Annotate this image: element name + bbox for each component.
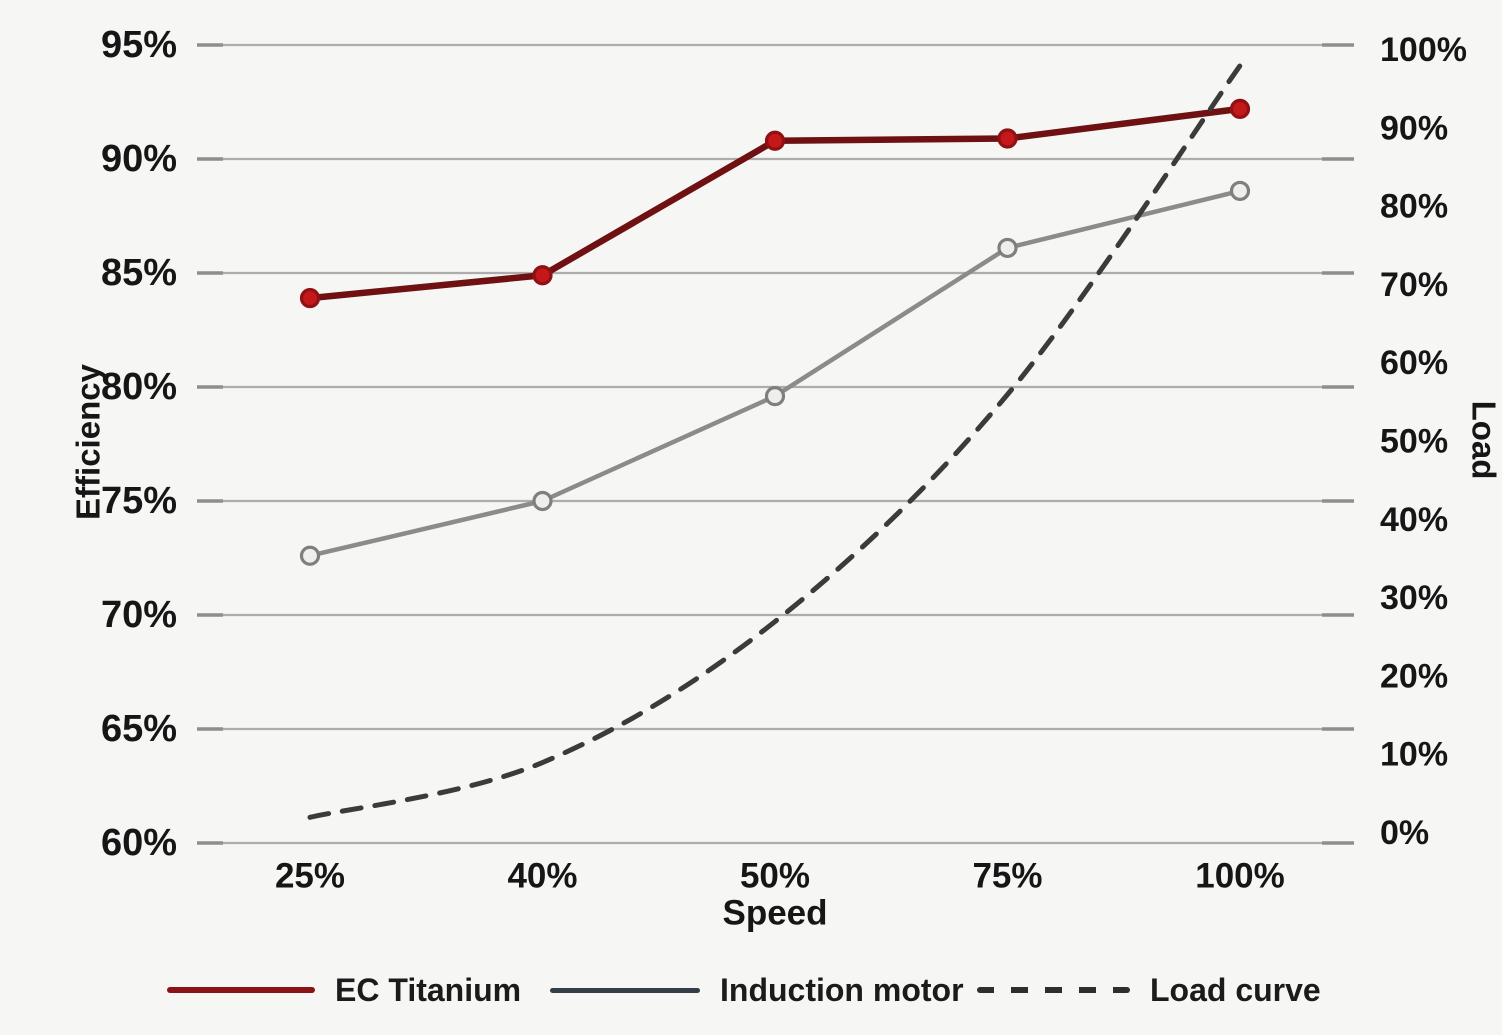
right-axis-title: Load (1466, 401, 1502, 480)
data-point-induction-motor-100- (1232, 182, 1249, 199)
x-axis-tick-label: 40% (507, 857, 577, 896)
data-point-ec-titanium-25- (302, 290, 319, 307)
left-axis-tick-label: 95% (101, 24, 177, 66)
x-axis-tick-label: 100% (1195, 857, 1285, 896)
legend-item-load-curve: Load curve (977, 960, 1321, 1020)
right-axis-tick-label: 60% (1380, 344, 1448, 382)
right-axis-tick-label: 90% (1380, 109, 1448, 147)
ec-titanium-line-swatch-icon (167, 987, 315, 993)
right-axis-tick-label: 10% (1380, 736, 1448, 774)
legend-label-induction-motor: Induction motor (720, 972, 964, 1009)
right-axis-tick-label: 20% (1380, 657, 1448, 695)
right-axis-tick-label: 0% (1380, 814, 1429, 852)
x-axis-tick-label: 75% (972, 857, 1042, 896)
x-axis-title: Speed (722, 894, 827, 933)
x-axis-tick-label: 25% (275, 857, 345, 896)
legend-label-ec-titanium: EC Titanium (335, 972, 521, 1009)
legend-item-ec-titanium: EC Titanium (167, 960, 521, 1020)
left-axis-tick-label: 70% (101, 594, 177, 636)
data-point-ec-titanium-50- (767, 132, 784, 149)
right-axis-tick-label: 30% (1380, 579, 1448, 617)
left-axis-tick-label: 65% (101, 708, 177, 750)
data-point-induction-motor-50- (767, 388, 784, 405)
left-axis-tick-label: 60% (101, 822, 177, 864)
left-axis-tick-label: 85% (101, 252, 177, 294)
left-axis-tick-label: 80% (101, 366, 177, 408)
legend-item-induction-motor: Induction motor (550, 960, 964, 1020)
data-point-ec-titanium-100- (1232, 100, 1249, 117)
right-axis-tick-label: 50% (1380, 423, 1448, 461)
data-point-induction-motor-40- (534, 493, 551, 510)
series-line-load-curve (310, 66, 1240, 818)
legend-label-load-curve: Load curve (1150, 972, 1321, 1009)
right-axis-tick-label: 100% (1380, 31, 1467, 69)
left-axis-tick-label: 75% (101, 480, 177, 522)
left-axis-title: Efficiency (70, 363, 107, 520)
right-axis-tick-label: 40% (1380, 501, 1448, 539)
x-axis-tick-label: 50% (740, 857, 810, 896)
data-point-ec-titanium-75- (999, 130, 1016, 147)
load-curve-dashed-swatch-icon (977, 987, 1130, 993)
data-point-induction-motor-75- (999, 239, 1016, 256)
right-axis-tick-label: 80% (1380, 188, 1448, 226)
data-point-induction-motor-25- (302, 547, 319, 564)
chart-legend: EC Titanium Induction motor Load curve (0, 960, 1502, 1020)
data-point-ec-titanium-40- (534, 267, 551, 284)
induction-motor-line-swatch-icon (550, 988, 700, 993)
right-axis-tick-label: 70% (1380, 266, 1448, 304)
left-axis-tick-label: 90% (101, 138, 177, 180)
